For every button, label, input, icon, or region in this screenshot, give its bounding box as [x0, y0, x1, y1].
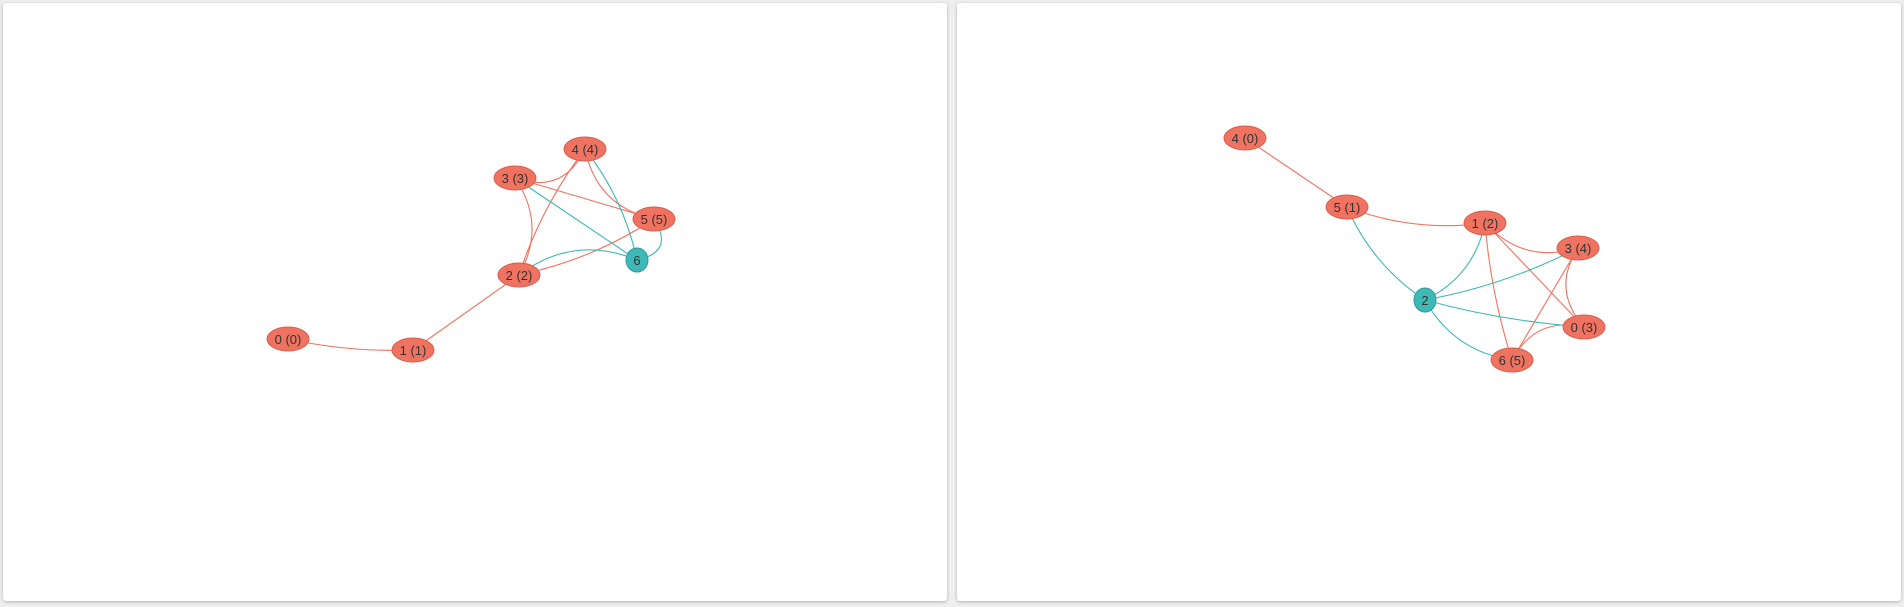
edge-n1-n2 — [413, 275, 519, 350]
node-label: 1 (1) — [400, 343, 427, 358]
node-label: 3 (4) — [1565, 241, 1592, 256]
edge-n2-n0 — [1425, 300, 1584, 327]
graph-node[interactable]: 5 (5) — [633, 207, 675, 231]
graph-panel-left[interactable]: 0 (0) 1 (1) 2 (2) 3 (3) 4 (4) 5 (5) 6 — [3, 3, 947, 601]
node-label: 2 — [1421, 293, 1428, 308]
node-label: 0 (0) — [275, 332, 302, 347]
node-label: 1 (2) — [1472, 216, 1499, 231]
graph-node[interactable]: 5 (1) — [1326, 195, 1368, 219]
edge-n2-n5 — [1347, 207, 1425, 300]
graph-node[interactable]: 3 (4) — [1557, 236, 1599, 260]
graph-node[interactable]: 6 (5) — [1491, 348, 1533, 372]
graph-node[interactable]: 2 — [1414, 288, 1436, 312]
graph-node[interactable]: 3 (3) — [494, 166, 536, 190]
graph-canvas-left[interactable]: 0 (0) 1 (1) 2 (2) 3 (3) 4 (4) 5 (5) 6 — [3, 3, 947, 601]
graph-node[interactable]: 2 (2) — [498, 263, 540, 287]
nodes: 0 (0) 1 (1) 2 (2) 3 (3) 4 (4) 5 (5) 6 — [267, 137, 675, 362]
node-label: 0 (3) — [1571, 320, 1598, 335]
node-label: 6 (5) — [1499, 353, 1526, 368]
edges — [288, 149, 662, 350]
graph-node[interactable]: 4 (0) — [1224, 126, 1266, 150]
edge-n1-n6 — [1485, 223, 1512, 360]
node-label: 6 — [633, 253, 640, 268]
edge-n3-n6 — [1512, 248, 1578, 360]
node-label: 4 (0) — [1232, 131, 1259, 146]
graph-canvas-right[interactable]: 4 (0) 5 (1) 1 (2) 3 (4) 0 (3) 6 (5) 2 — [957, 3, 1901, 601]
node-label: 3 (3) — [502, 171, 529, 186]
graph-node[interactable]: 4 (4) — [564, 137, 606, 161]
node-label: 2 (2) — [506, 268, 533, 283]
edge-n2-n3 — [1425, 248, 1578, 300]
graph-node[interactable]: 0 (3) — [1563, 315, 1605, 339]
node-label: 5 (1) — [1334, 200, 1361, 215]
node-label: 4 (4) — [572, 142, 599, 157]
edge-n6-n3 — [515, 178, 637, 260]
graph-node[interactable]: 1 (2) — [1464, 211, 1506, 235]
edge-n4-n5 — [1245, 138, 1347, 207]
graph-node[interactable]: 0 (0) — [267, 327, 309, 351]
node-label: 5 (5) — [641, 212, 668, 227]
edges — [1245, 138, 1584, 360]
graph-panel-right[interactable]: 4 (0) 5 (1) 1 (2) 3 (4) 0 (3) 6 (5) 2 — [957, 3, 1901, 601]
graph-node[interactable]: 1 (1) — [392, 338, 434, 362]
graph-node[interactable]: 6 — [626, 248, 648, 272]
